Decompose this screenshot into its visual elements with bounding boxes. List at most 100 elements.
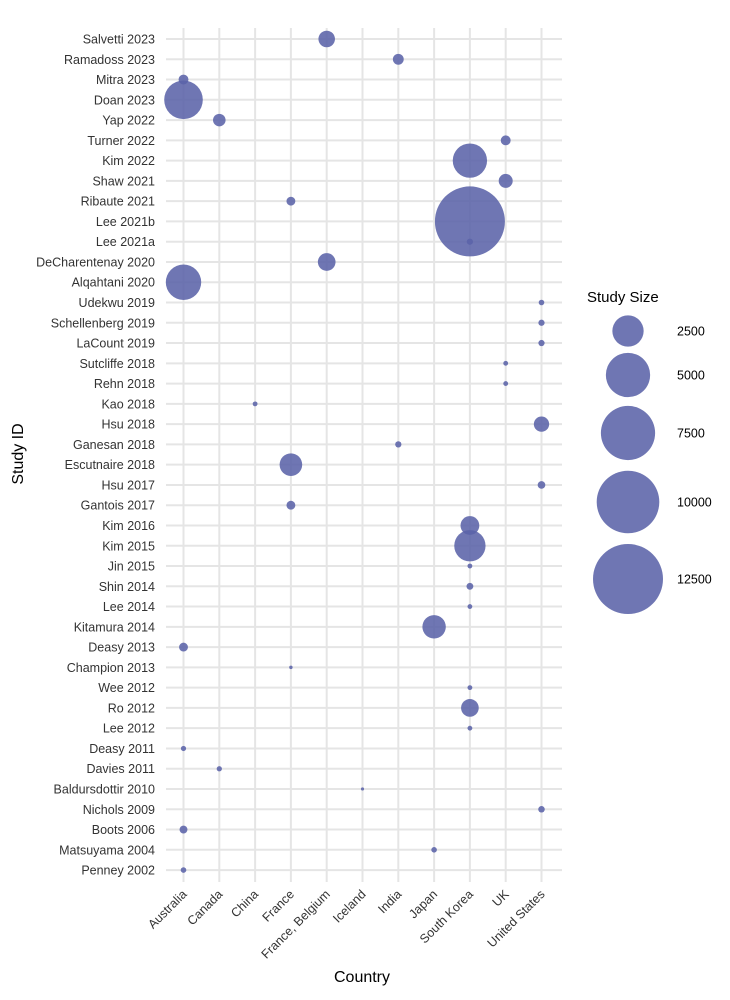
y-tick-label: Ribaute 2021 — [81, 195, 155, 209]
legend-size-circle — [600, 405, 656, 461]
y-axis-title: Study ID — [10, 423, 27, 484]
y-tick-label: Penney 2002 — [81, 864, 155, 878]
data-point — [164, 80, 203, 120]
data-point — [461, 699, 479, 717]
data-point — [395, 441, 402, 448]
y-tick-label: Nichols 2009 — [83, 803, 155, 817]
y-tick-label: Baldursdottir 2010 — [54, 782, 156, 796]
data-point — [538, 805, 545, 813]
data-point — [422, 615, 446, 639]
y-tick-label: Shaw 2021 — [92, 174, 155, 188]
y-tick-label: Jin 2015 — [108, 560, 155, 574]
data-point — [538, 299, 545, 306]
legend-size-circle — [612, 315, 644, 347]
data-point — [180, 867, 187, 873]
legend-size-circle — [596, 470, 660, 534]
data-point — [467, 604, 473, 609]
y-tick-label: Matsuyama 2004 — [59, 843, 155, 857]
legend-size-label: 7500 — [677, 427, 705, 441]
y-tick-label: Deasy 2013 — [88, 641, 155, 655]
y-tick-label: Lee 2014 — [103, 600, 155, 614]
legend-size-label: 12500 — [677, 573, 712, 587]
data-points — [164, 30, 550, 873]
legend-size-label: 10000 — [677, 496, 712, 510]
y-tick-label: Salvetti 2023 — [83, 33, 155, 47]
y-tick-label: LaCount 2019 — [76, 337, 155, 351]
y-tick-label: Deasy 2011 — [89, 742, 155, 756]
y-tick-label: Kao 2018 — [101, 397, 155, 411]
size-legend: Study Size 2500 5000 7500 10000 12500 — [587, 289, 712, 614]
y-tick-label: Kim 2016 — [102, 519, 155, 533]
y-tick-label: Schellenberg 2019 — [51, 316, 155, 330]
y-tick-label: Lee 2012 — [103, 722, 155, 736]
data-point — [460, 516, 480, 535]
x-tick-label: Iceland — [330, 887, 368, 925]
data-point — [503, 360, 509, 366]
data-point — [431, 847, 437, 853]
x-tick-label: Japan — [406, 887, 440, 921]
data-point — [392, 53, 404, 65]
y-tick-label: Boots 2006 — [92, 823, 155, 837]
y-tick-label: Lee 2021a — [96, 235, 155, 249]
x-axis-title: Country — [334, 969, 390, 986]
data-point — [454, 530, 486, 562]
data-point — [286, 196, 296, 206]
y-tick-label: Kim 2022 — [102, 154, 155, 168]
y-tick-label: Yap 2022 — [102, 114, 155, 128]
data-point — [317, 253, 336, 271]
data-point — [467, 685, 473, 691]
data-point — [286, 500, 296, 510]
y-tick-label: DeCharentenay 2020 — [36, 255, 155, 269]
legend-size-label: 2500 — [677, 325, 705, 339]
y-tick-label: Mitra 2023 — [96, 73, 155, 87]
data-point — [498, 173, 513, 188]
data-point — [533, 416, 550, 432]
legend-size-circle — [593, 544, 663, 614]
y-tick-label: Ganesan 2018 — [73, 438, 155, 452]
data-point — [537, 481, 546, 489]
data-point — [467, 725, 473, 731]
data-point — [318, 30, 335, 48]
data-point — [500, 135, 511, 146]
y-tick-label: Udekwu 2019 — [79, 296, 155, 310]
data-point — [503, 381, 509, 387]
data-point — [538, 339, 545, 347]
y-tick-label: Rehn 2018 — [94, 377, 155, 391]
data-point — [466, 582, 474, 590]
x-tick-label: India — [375, 887, 404, 916]
y-tick-label: Kim 2015 — [102, 539, 155, 553]
data-point — [179, 642, 188, 652]
y-tick-label: Doan 2023 — [94, 93, 155, 107]
data-point — [538, 319, 545, 326]
y-tick-label: Sutcliffe 2018 — [79, 357, 155, 371]
legend-size-label: 5000 — [677, 369, 705, 383]
y-tick-label: Shin 2014 — [99, 580, 155, 594]
data-point — [252, 401, 258, 407]
y-tick-label: Gantois 2017 — [81, 499, 155, 513]
data-point — [452, 143, 488, 178]
data-point — [466, 238, 474, 245]
y-tick-label: Hsu 2018 — [101, 418, 155, 432]
y-tick-label: Hsu 2017 — [101, 478, 155, 492]
x-tick-label: Canada — [185, 887, 226, 928]
y-tick-label: Davies 2011 — [86, 762, 155, 776]
data-point — [180, 745, 187, 752]
data-point — [467, 563, 473, 569]
data-point — [434, 186, 505, 257]
y-tick-label: Turner 2022 — [87, 134, 155, 148]
y-tick-label: Alqahtani 2020 — [72, 276, 155, 290]
legend-size-circle — [605, 352, 651, 398]
data-point — [165, 264, 202, 300]
x-tick-label: China — [228, 887, 261, 920]
grid-lines — [166, 28, 562, 882]
data-point — [216, 766, 222, 772]
y-tick-label: Escutnaire 2018 — [65, 458, 155, 472]
y-tick-label: Wee 2012 — [98, 681, 155, 695]
data-point — [360, 787, 365, 791]
data-point — [213, 113, 226, 127]
data-point — [289, 665, 293, 670]
y-tick-label: Champion 2013 — [67, 661, 155, 675]
y-tick-label: Kitamura 2014 — [74, 620, 155, 634]
data-point — [179, 825, 188, 834]
y-tick-label: Ramadoss 2023 — [64, 53, 155, 67]
